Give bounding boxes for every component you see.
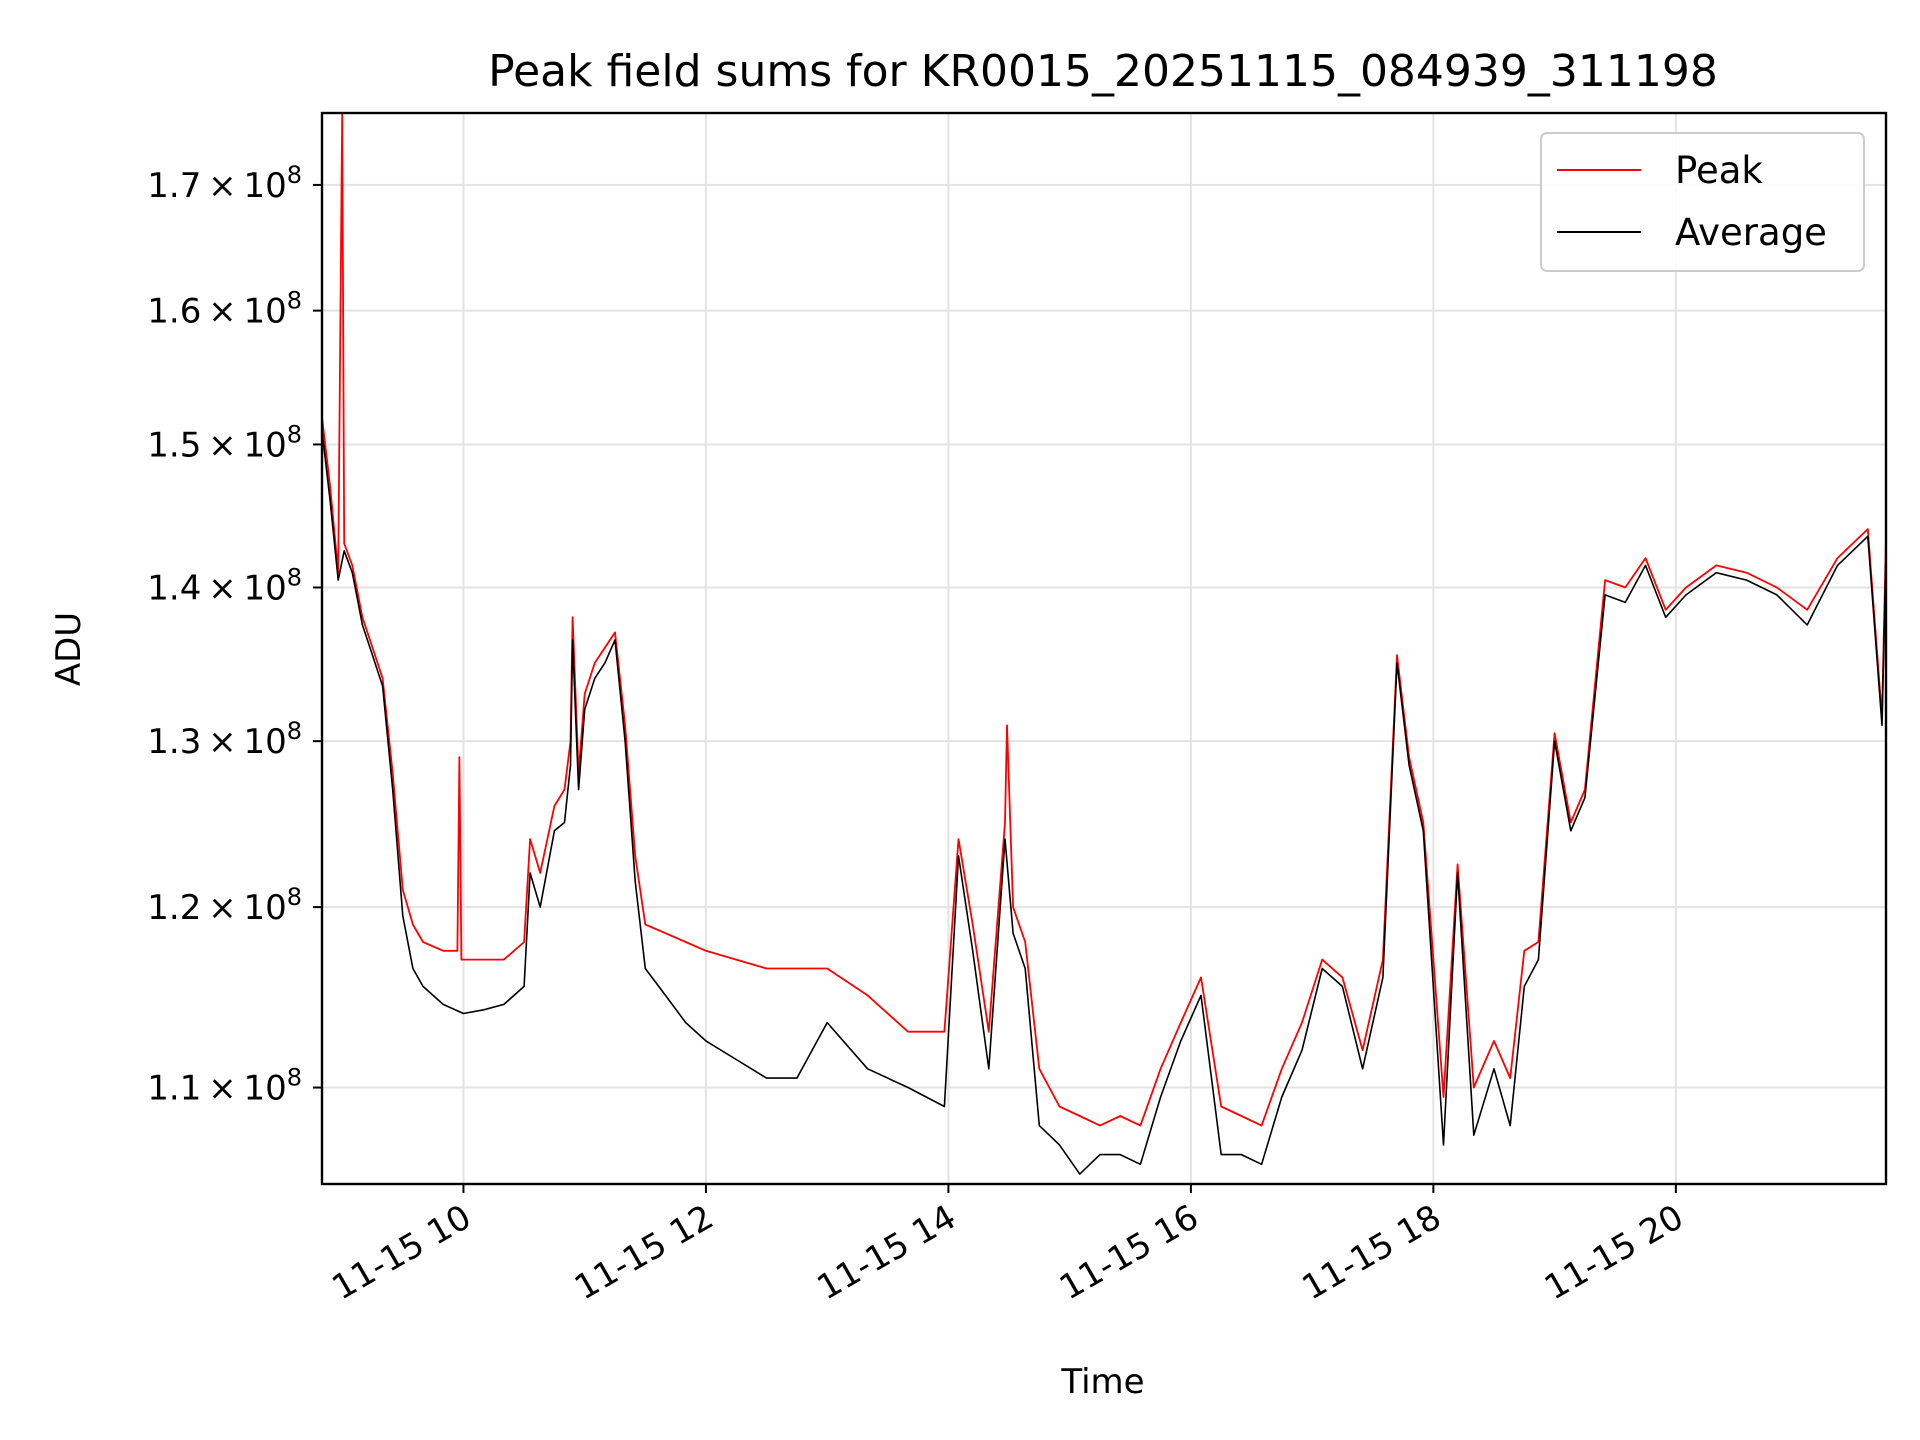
y-tick-exponent: 8 — [287, 563, 302, 591]
y-tick-times: × — [201, 292, 243, 332]
y-tick-mantissa: 1.5 — [147, 425, 201, 465]
y-tick-label: 1.7 × 108 — [147, 161, 302, 206]
y-tick-label: 1.4 × 108 — [147, 563, 302, 608]
y-tick-exponent: 8 — [287, 420, 302, 448]
y-tick-times: × — [201, 1069, 243, 1109]
y-tick-base: 10 — [243, 425, 286, 465]
x-axis: 11-15 10 11-15 12 11-15 14 11-15 16 11-15 18… — [326, 1184, 1690, 1308]
y-tick-mantissa: 1.4 — [147, 568, 201, 608]
legend: Peak Average — [1540, 132, 1865, 272]
y-tick-times: × — [201, 722, 243, 762]
series-line-peak — [321, 112, 1887, 1127]
y-tick-label: 1.3 × 108 — [147, 717, 302, 762]
y-tick-base: 10 — [243, 1069, 286, 1109]
y-tick-base: 10 — [243, 166, 286, 206]
grid-lines — [322, 113, 1886, 1184]
y-tick-base: 10 — [243, 888, 286, 928]
y-tick-times: × — [201, 166, 243, 206]
y-tick-exponent: 8 — [287, 717, 302, 745]
y-tick-exponent: 8 — [287, 883, 302, 911]
y-tick-label: 1.6 × 108 — [147, 287, 302, 332]
series-line-average — [321, 430, 1887, 1175]
legend-label-average: Average — [1675, 211, 1827, 254]
y-tick-exponent: 8 — [287, 1064, 302, 1092]
x-tick-label: 11-15 14 — [811, 1197, 963, 1308]
y-tick-exponent: 8 — [287, 287, 302, 315]
y-tick-mantissa: 1.2 — [147, 888, 201, 928]
y-tick-label: 1.2 × 108 — [147, 883, 302, 928]
legend-label-peak: Peak — [1675, 149, 1763, 192]
chart-title: Peak field sums for KR0015_20251115_0849… — [488, 46, 1718, 97]
y-tick-mantissa: 1.3 — [147, 722, 201, 762]
y-tick-label: 1.5 × 108 — [147, 420, 302, 465]
y-tick-times: × — [201, 888, 243, 928]
y-tick-times: × — [201, 568, 243, 608]
y-tick-base: 10 — [243, 568, 286, 608]
x-tick-label: 11-15 18 — [1295, 1197, 1447, 1308]
x-tick-label: 11-15 20 — [1538, 1197, 1690, 1308]
x-tick-label: 11-15 12 — [568, 1197, 720, 1308]
y-axis-label: ADU — [49, 612, 89, 686]
y-tick-base: 10 — [243, 292, 286, 332]
x-tick-label: 11-15 16 — [1053, 1197, 1205, 1308]
plot-series — [321, 112, 1887, 1175]
x-axis-label: Time — [1060, 1362, 1144, 1402]
y-tick-exponent: 8 — [287, 161, 302, 189]
y-tick-mantissa: 1.1 — [147, 1069, 201, 1109]
y-tick-base: 10 — [243, 722, 286, 762]
y-tick-times: × — [201, 425, 243, 465]
y-tick-label: 1.1 × 108 — [147, 1064, 302, 1109]
x-tick-label: 11-15 10 — [326, 1197, 478, 1308]
y-tick-mantissa: 1.6 — [147, 292, 201, 332]
plot-frame — [320, 111, 1888, 1186]
legend-box — [1540, 132, 1865, 272]
y-tick-mantissa: 1.7 — [147, 166, 201, 206]
